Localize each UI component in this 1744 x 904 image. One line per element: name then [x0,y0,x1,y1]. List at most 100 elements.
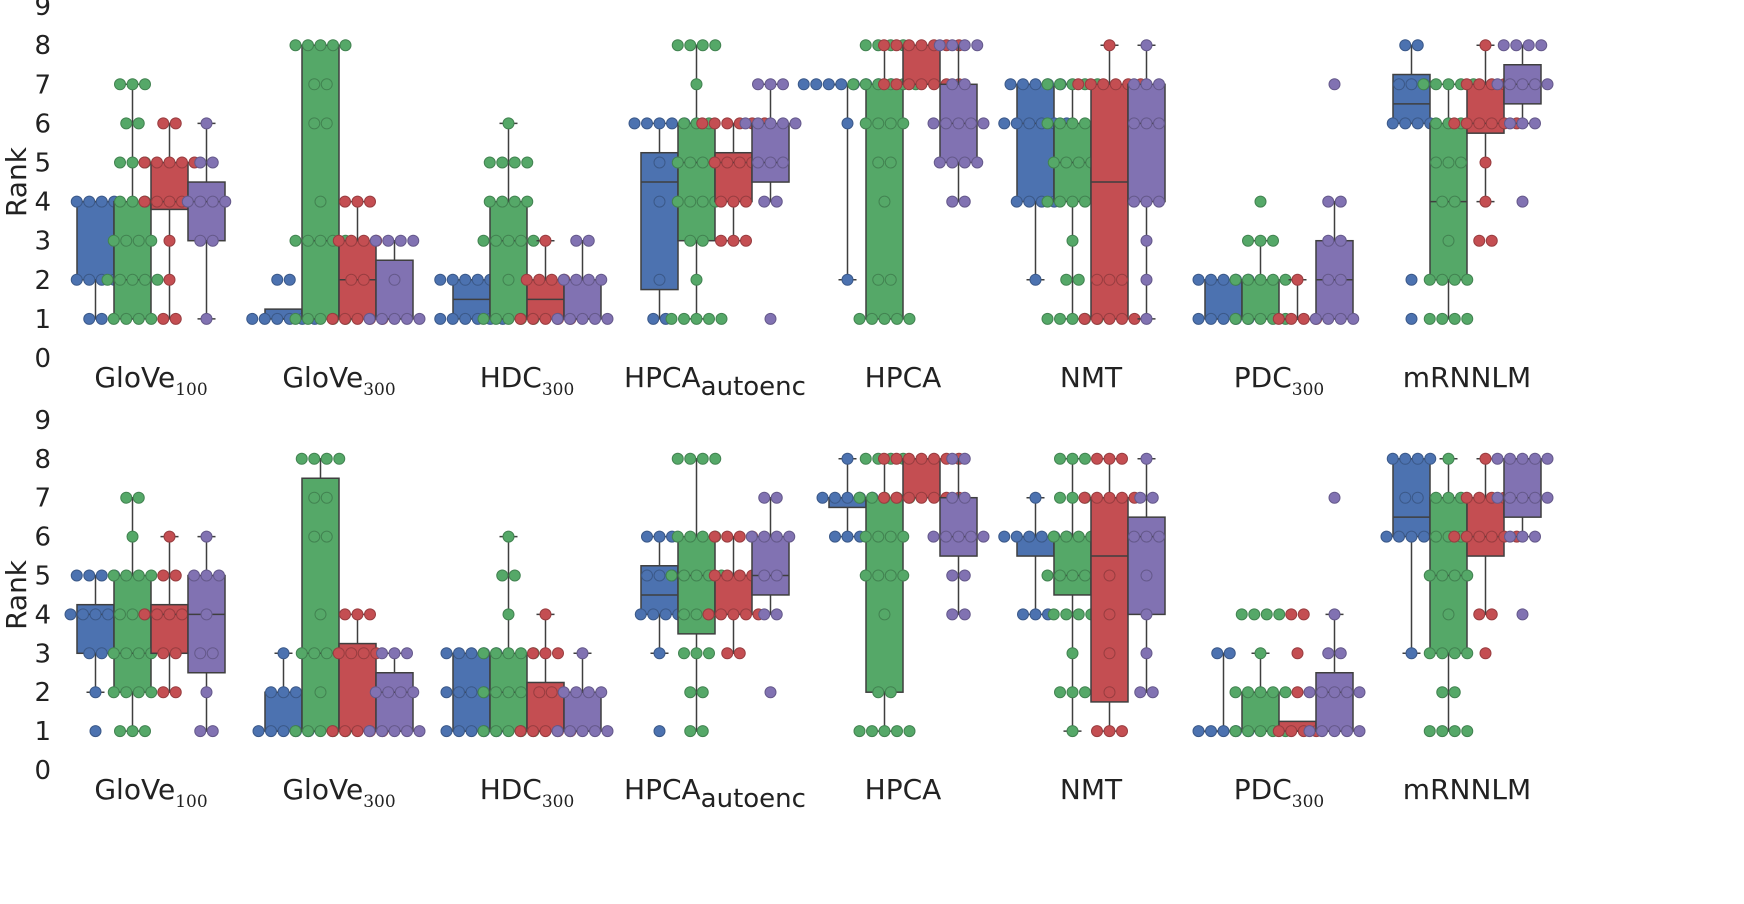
data-point [502,608,515,621]
data-point [1103,452,1116,465]
top-panel: Rank 0 1 2 3 4 5 6 7 8 9 GloVe100 GloVe300 HDC300 HPCA… [0,0,1554,402]
data-point [527,312,539,325]
data-point [977,117,990,130]
data-point [138,608,151,621]
data-point [690,78,703,91]
data-point [890,78,903,91]
data-point [1153,78,1165,91]
data-point [413,312,426,325]
data-point [1436,312,1449,325]
data-point [1128,530,1140,543]
data-point [1479,452,1492,465]
data-point [878,452,890,465]
data-point [1229,725,1242,738]
data-point [206,195,219,208]
data-point [1242,273,1254,286]
data-point [946,39,959,52]
data-point [1442,234,1455,247]
data-point [440,725,453,738]
data-point [958,39,971,52]
data-point [1341,725,1353,738]
y-tick-label: 9 [34,406,51,436]
data-point [1516,530,1529,543]
data-point [453,725,465,738]
data-point [564,725,576,738]
data-point [1140,234,1153,247]
data-point [884,686,897,699]
data-point [539,608,552,621]
data-point [145,234,158,247]
data-point [206,647,219,660]
data-point [302,234,314,247]
data-point [1272,312,1285,325]
data-point [1309,312,1322,325]
data-point [1054,452,1066,465]
data-point [1436,195,1449,208]
x-category-label: NMT [1060,361,1123,394]
y-tick-label: 7 [34,484,51,514]
data-point [764,78,777,91]
data-point [928,491,940,504]
data-point [1066,452,1079,465]
box [902,458,941,499]
data-point [545,273,558,286]
data-point [1460,491,1473,504]
data-point [1066,569,1079,582]
data-point [539,312,552,325]
data-point [1529,117,1541,130]
data-point [120,686,133,699]
box [1466,496,1505,557]
data-point [114,78,126,91]
data-point [1541,452,1554,465]
data-point [246,312,259,325]
data-point [1285,725,1298,738]
box-group [634,452,796,738]
box-group [1192,78,1360,325]
data-point [708,117,721,130]
data-point [1153,195,1165,208]
data-point [1078,491,1091,504]
data-point [320,78,333,91]
data-point [789,117,802,130]
x-category-label: HPCAautoenc [624,773,806,814]
data-point [502,273,515,286]
data-point [915,78,928,91]
data-point [1060,273,1073,286]
box [113,574,152,693]
data-point [1405,647,1418,660]
data-point [120,312,133,325]
x-category-label: HPCA [865,773,942,806]
data-point [1060,156,1073,169]
box [1204,279,1243,320]
data-point [958,452,971,465]
data-point [715,234,727,247]
data-point [1504,78,1516,91]
x-category-label: HPCAautoenc [624,361,806,402]
data-point [351,312,364,325]
data-point [339,312,351,325]
data-point [884,117,897,130]
data-point [690,647,703,660]
data-point [107,234,120,247]
data-point [1054,569,1066,582]
data-point [1423,569,1436,582]
data-point [1442,452,1455,465]
data-point [1254,273,1267,286]
data-point [1140,195,1153,208]
data-point [551,312,564,325]
data-point [515,647,527,660]
data-point [1041,195,1054,208]
data-point [946,491,959,504]
data-point [1242,312,1254,325]
data-point [1448,647,1461,660]
data-point [1273,608,1286,621]
data-point [295,647,308,660]
data-point [715,608,727,621]
data-point [1479,156,1492,169]
data-point [1079,569,1091,582]
data-point [169,117,182,130]
data-point [194,234,207,247]
data-point [740,195,752,208]
data-point [95,647,108,660]
data-point [1254,312,1267,325]
